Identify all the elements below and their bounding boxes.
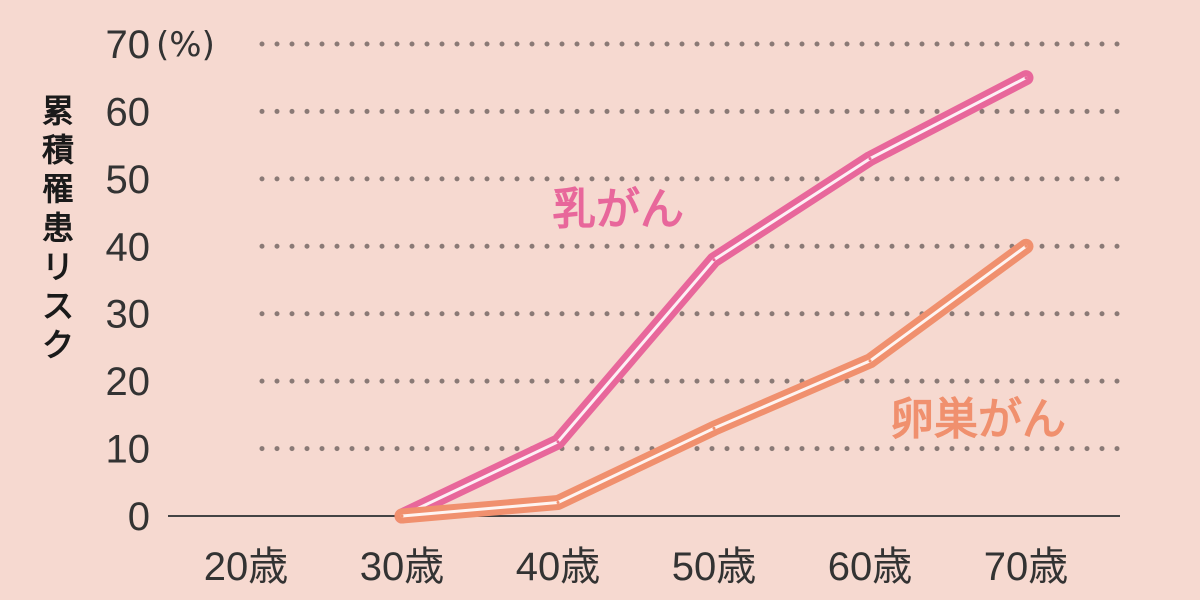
x-tick-label: 50歳 [672,545,757,589]
data-point [868,359,872,363]
data-point [556,440,560,444]
data-point [868,157,872,161]
y-tick-label: 70 [106,23,151,67]
y-tick-label: 0 [128,495,150,539]
x-tick-label: 60歳 [828,545,913,589]
data-point [712,426,716,430]
y-tick-label: 20 [106,360,151,404]
x-tick-label: 40歳 [516,545,601,589]
data-point [1024,76,1028,80]
series-line-highlight [400,76,1028,518]
data-point [712,258,716,262]
x-tick-label: 70歳 [984,545,1069,589]
y-tick-label: 60 [106,90,151,134]
data-point [556,501,560,505]
y-tick-label: 40 [106,225,151,269]
series-label: 乳がん [552,184,684,235]
y-tick-label: 10 [106,428,151,472]
data-point [1024,244,1028,248]
y-tick-label: 50 [106,158,151,202]
data-point [400,514,404,518]
y-unit-label: (%) [156,25,215,65]
y-tick-label: 30 [106,293,151,337]
series-line [394,70,1034,524]
y-axis-label: 累積罹患リスク [42,92,74,364]
x-tick-label: 20歳 [204,545,289,589]
x-tick-label: 30歳 [360,545,445,589]
series-label: 卵巣がん [890,394,1066,445]
